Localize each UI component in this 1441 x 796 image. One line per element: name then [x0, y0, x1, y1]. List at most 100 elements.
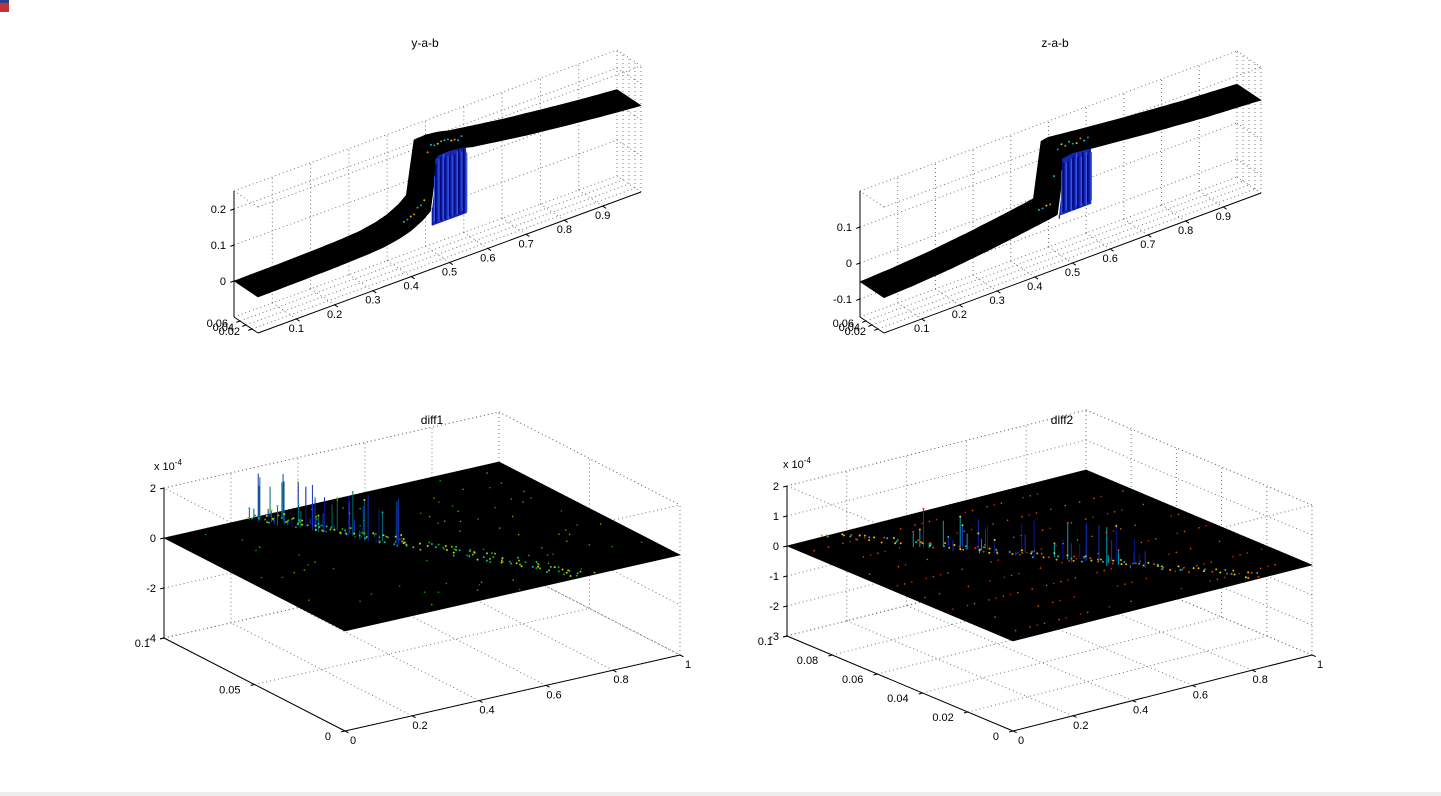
z-tick-label: 0 — [846, 258, 852, 270]
y-tick-label: 0.02 — [845, 326, 866, 338]
band-speckle — [452, 554, 455, 557]
band-speckle — [1090, 559, 1093, 562]
mesh-dot — [1006, 519, 1009, 522]
grid-line — [463, 231, 489, 249]
spike-tip — [248, 507, 251, 510]
x-tick-label: 0.7 — [1140, 239, 1155, 251]
axis-line — [230, 244, 235, 247]
ridge-speckle — [1052, 175, 1055, 178]
band-speckle — [569, 574, 572, 577]
ridge-speckle — [1086, 136, 1089, 139]
band-speckle — [1226, 572, 1229, 575]
y-tick-label: 0.08 — [797, 655, 818, 667]
ridge-speckle — [406, 218, 409, 221]
band-speckle — [320, 524, 323, 527]
axis-line — [478, 700, 483, 703]
mesh-dot — [1116, 585, 1119, 587]
scatter-speckle — [437, 522, 439, 525]
band-speckle — [1072, 559, 1075, 562]
x-tick-label: 0.2 — [952, 309, 967, 321]
band-speckle — [501, 557, 504, 560]
spike-tip — [993, 538, 996, 541]
axis-line — [783, 635, 788, 638]
window-corner-fragment-red — [0, 3, 9, 12]
band-speckle — [455, 545, 458, 548]
scatter-speckle — [500, 482, 503, 484]
axis-line — [873, 673, 878, 676]
mesh-dot — [1274, 563, 1276, 566]
scatter-speckle — [477, 518, 479, 520]
band-speckle — [880, 541, 883, 544]
mesh-dot — [1002, 595, 1005, 598]
band-speckle — [452, 551, 455, 554]
axis-line — [545, 684, 550, 688]
bottom-edge-strip — [0, 792, 1441, 796]
x-tick-label: 0.4 — [479, 705, 494, 717]
mesh-dot — [1059, 599, 1061, 602]
band-speckle — [524, 561, 527, 564]
band-speckle — [520, 565, 523, 568]
band-speckle — [430, 543, 433, 546]
mesh-dot — [1131, 581, 1133, 584]
mesh-dot — [1021, 515, 1023, 518]
mesh-dot — [1043, 622, 1046, 625]
mesh-dot — [952, 608, 954, 610]
band-speckle — [314, 528, 317, 531]
mesh-dot — [1210, 561, 1213, 563]
mesh-dot — [1259, 567, 1262, 570]
band-speckle — [382, 534, 385, 537]
band-speckle — [301, 519, 304, 522]
scatter-speckle — [363, 519, 365, 522]
scatter-speckle — [498, 527, 501, 529]
band-speckle — [285, 520, 288, 523]
mesh-dot — [1175, 551, 1178, 554]
scatter-speckle — [568, 533, 571, 536]
x-tick-label: 0.4 — [1027, 281, 1042, 293]
band-speckle — [1021, 551, 1024, 554]
band-speckle — [1080, 560, 1083, 563]
grid-line — [897, 302, 922, 320]
band-speckle — [396, 544, 399, 547]
mesh-dot — [1105, 531, 1108, 534]
ridge-speckle — [416, 206, 419, 209]
mesh-dot — [1092, 516, 1094, 519]
mesh-dot — [1123, 583, 1126, 585]
axis-line — [918, 692, 923, 695]
band-speckle — [537, 565, 540, 568]
axis-line — [1192, 684, 1197, 688]
band-speckle — [519, 563, 522, 566]
mesh-dot — [1096, 571, 1098, 574]
band-speckle — [535, 567, 538, 570]
x-tick-label: 0.8 — [1253, 674, 1268, 686]
mesh-dot — [938, 592, 941, 595]
mesh-dot — [1020, 534, 1022, 537]
mesh-dot — [1048, 527, 1051, 530]
plot-title-diff1: diff1 — [420, 413, 444, 427]
plot-title-diff2: diff2 — [1050, 413, 1074, 427]
band-speckle — [1057, 555, 1060, 558]
band-speckle — [1031, 556, 1034, 559]
mesh-dot — [1055, 544, 1057, 547]
mesh-dot — [1260, 548, 1263, 551]
band-speckle — [271, 517, 274, 520]
band-speckle — [374, 532, 377, 535]
band-speckle — [557, 570, 560, 573]
band-speckle — [996, 551, 999, 554]
mesh-dot — [1122, 490, 1124, 492]
mesh-dot — [1012, 536, 1015, 539]
scatter-speckle — [428, 515, 431, 518]
spike-tip — [947, 535, 950, 538]
axis-line — [1147, 234, 1152, 238]
mesh-dot — [1019, 553, 1021, 556]
plot-group-3: 0 0.2 0.4 0.6 0.8 1 0 0.05 0.1-4 -2 0 2 x 10-4 — [135, 411, 691, 747]
ridge-speckle — [433, 144, 436, 147]
mesh-dot — [971, 509, 974, 512]
z-tick-label: 0 — [150, 533, 156, 545]
mesh-dot — [899, 527, 902, 530]
mesh-dot — [990, 561, 992, 563]
mesh-dot — [1139, 560, 1142, 563]
band-speckle — [287, 519, 290, 522]
band-speckle — [294, 526, 297, 529]
band-speckle — [549, 565, 552, 568]
